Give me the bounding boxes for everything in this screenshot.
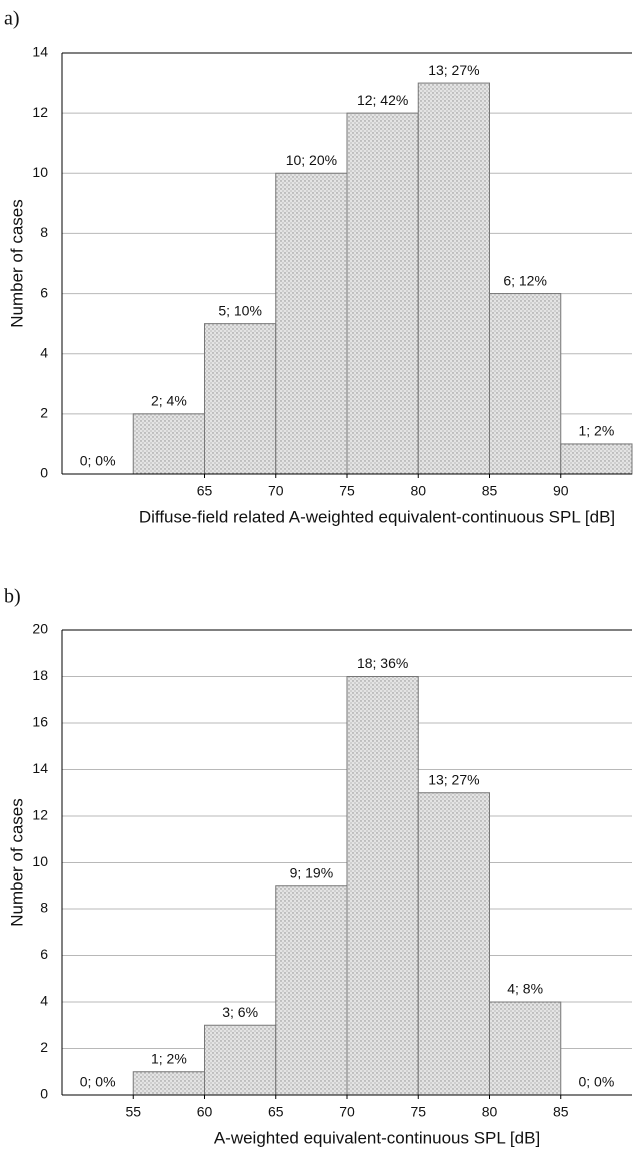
y-tick-label: 6 <box>40 284 48 300</box>
x-tick-label: 90 <box>553 483 569 499</box>
x-tick-label: 60 <box>197 1104 213 1120</box>
value-label: 2; 4% <box>151 393 187 409</box>
x-axis-title: A-weighted equivalent-continuous SPL [dB… <box>214 1128 540 1147</box>
bar-texture <box>346 676 419 1096</box>
value-label: 0; 0% <box>80 453 116 469</box>
bar-texture <box>132 1071 205 1096</box>
x-tick-label: 65 <box>268 1104 284 1120</box>
x-tick-label: 80 <box>482 1104 498 1120</box>
bar-texture <box>275 885 348 1096</box>
bar-texture <box>560 443 633 475</box>
bar-texture <box>346 112 419 475</box>
y-axis-title: Number of cases <box>7 798 26 927</box>
value-label: 1; 2% <box>151 1050 187 1066</box>
bar-texture <box>489 1001 562 1096</box>
bar-texture <box>417 82 490 475</box>
x-tick-label: 70 <box>339 1104 355 1120</box>
y-tick-label: 2 <box>40 405 48 421</box>
y-axis-title: Number of cases <box>7 199 26 328</box>
value-label: 12; 42% <box>357 92 408 108</box>
value-label: 3; 6% <box>222 1004 258 1020</box>
y-tick-label: 20 <box>32 621 48 637</box>
y-tick-label: 8 <box>40 224 48 240</box>
y-tick-label: 4 <box>40 993 48 1009</box>
bar-texture <box>275 172 348 475</box>
bar-texture <box>489 293 562 475</box>
y-tick-label: 10 <box>32 164 48 180</box>
value-label: 9; 19% <box>290 864 334 880</box>
value-label: 13; 27% <box>428 771 479 787</box>
value-label: 13; 27% <box>428 62 479 78</box>
bar-texture <box>417 792 490 1096</box>
y-tick-label: 0 <box>40 465 48 481</box>
value-label: 1; 2% <box>578 423 614 439</box>
value-label: 0; 0% <box>578 1074 614 1090</box>
y-tick-label: 0 <box>40 1086 48 1102</box>
value-label: 5; 10% <box>218 302 262 318</box>
y-tick-label: 6 <box>40 946 48 962</box>
y-tick-label: 12 <box>32 104 48 120</box>
y-tick-label: 16 <box>32 714 48 730</box>
x-tick-label: 75 <box>339 483 355 499</box>
panel-label: b) <box>4 586 21 608</box>
value-label: 0; 0% <box>80 1074 116 1090</box>
x-axis-title: Diffuse-field related A-weighted equival… <box>139 507 615 526</box>
y-tick-label: 10 <box>32 853 48 869</box>
y-tick-label: 14 <box>32 760 48 776</box>
y-tick-label: 12 <box>32 807 48 823</box>
bar-texture <box>204 323 277 475</box>
x-tick-label: 55 <box>125 1104 141 1120</box>
x-tick-label: 70 <box>268 483 284 499</box>
x-tick-label: 75 <box>410 1104 426 1120</box>
y-tick-label: 18 <box>32 667 48 683</box>
value-label: 10; 20% <box>286 152 337 168</box>
x-tick-label: 65 <box>197 483 213 499</box>
bar-texture <box>132 413 205 475</box>
value-label: 4; 8% <box>507 981 543 997</box>
value-label: 6; 12% <box>503 272 547 288</box>
x-tick-label: 85 <box>482 483 498 499</box>
value-label: 18; 36% <box>357 655 408 671</box>
y-tick-label: 4 <box>40 344 48 360</box>
bar-texture <box>204 1024 277 1096</box>
y-tick-label: 8 <box>40 900 48 916</box>
x-tick-label: 80 <box>410 483 426 499</box>
panel-label: a) <box>4 8 20 30</box>
x-tick-label: 85 <box>553 1104 569 1120</box>
y-tick-label: 14 <box>32 44 48 60</box>
y-tick-label: 2 <box>40 1039 48 1055</box>
